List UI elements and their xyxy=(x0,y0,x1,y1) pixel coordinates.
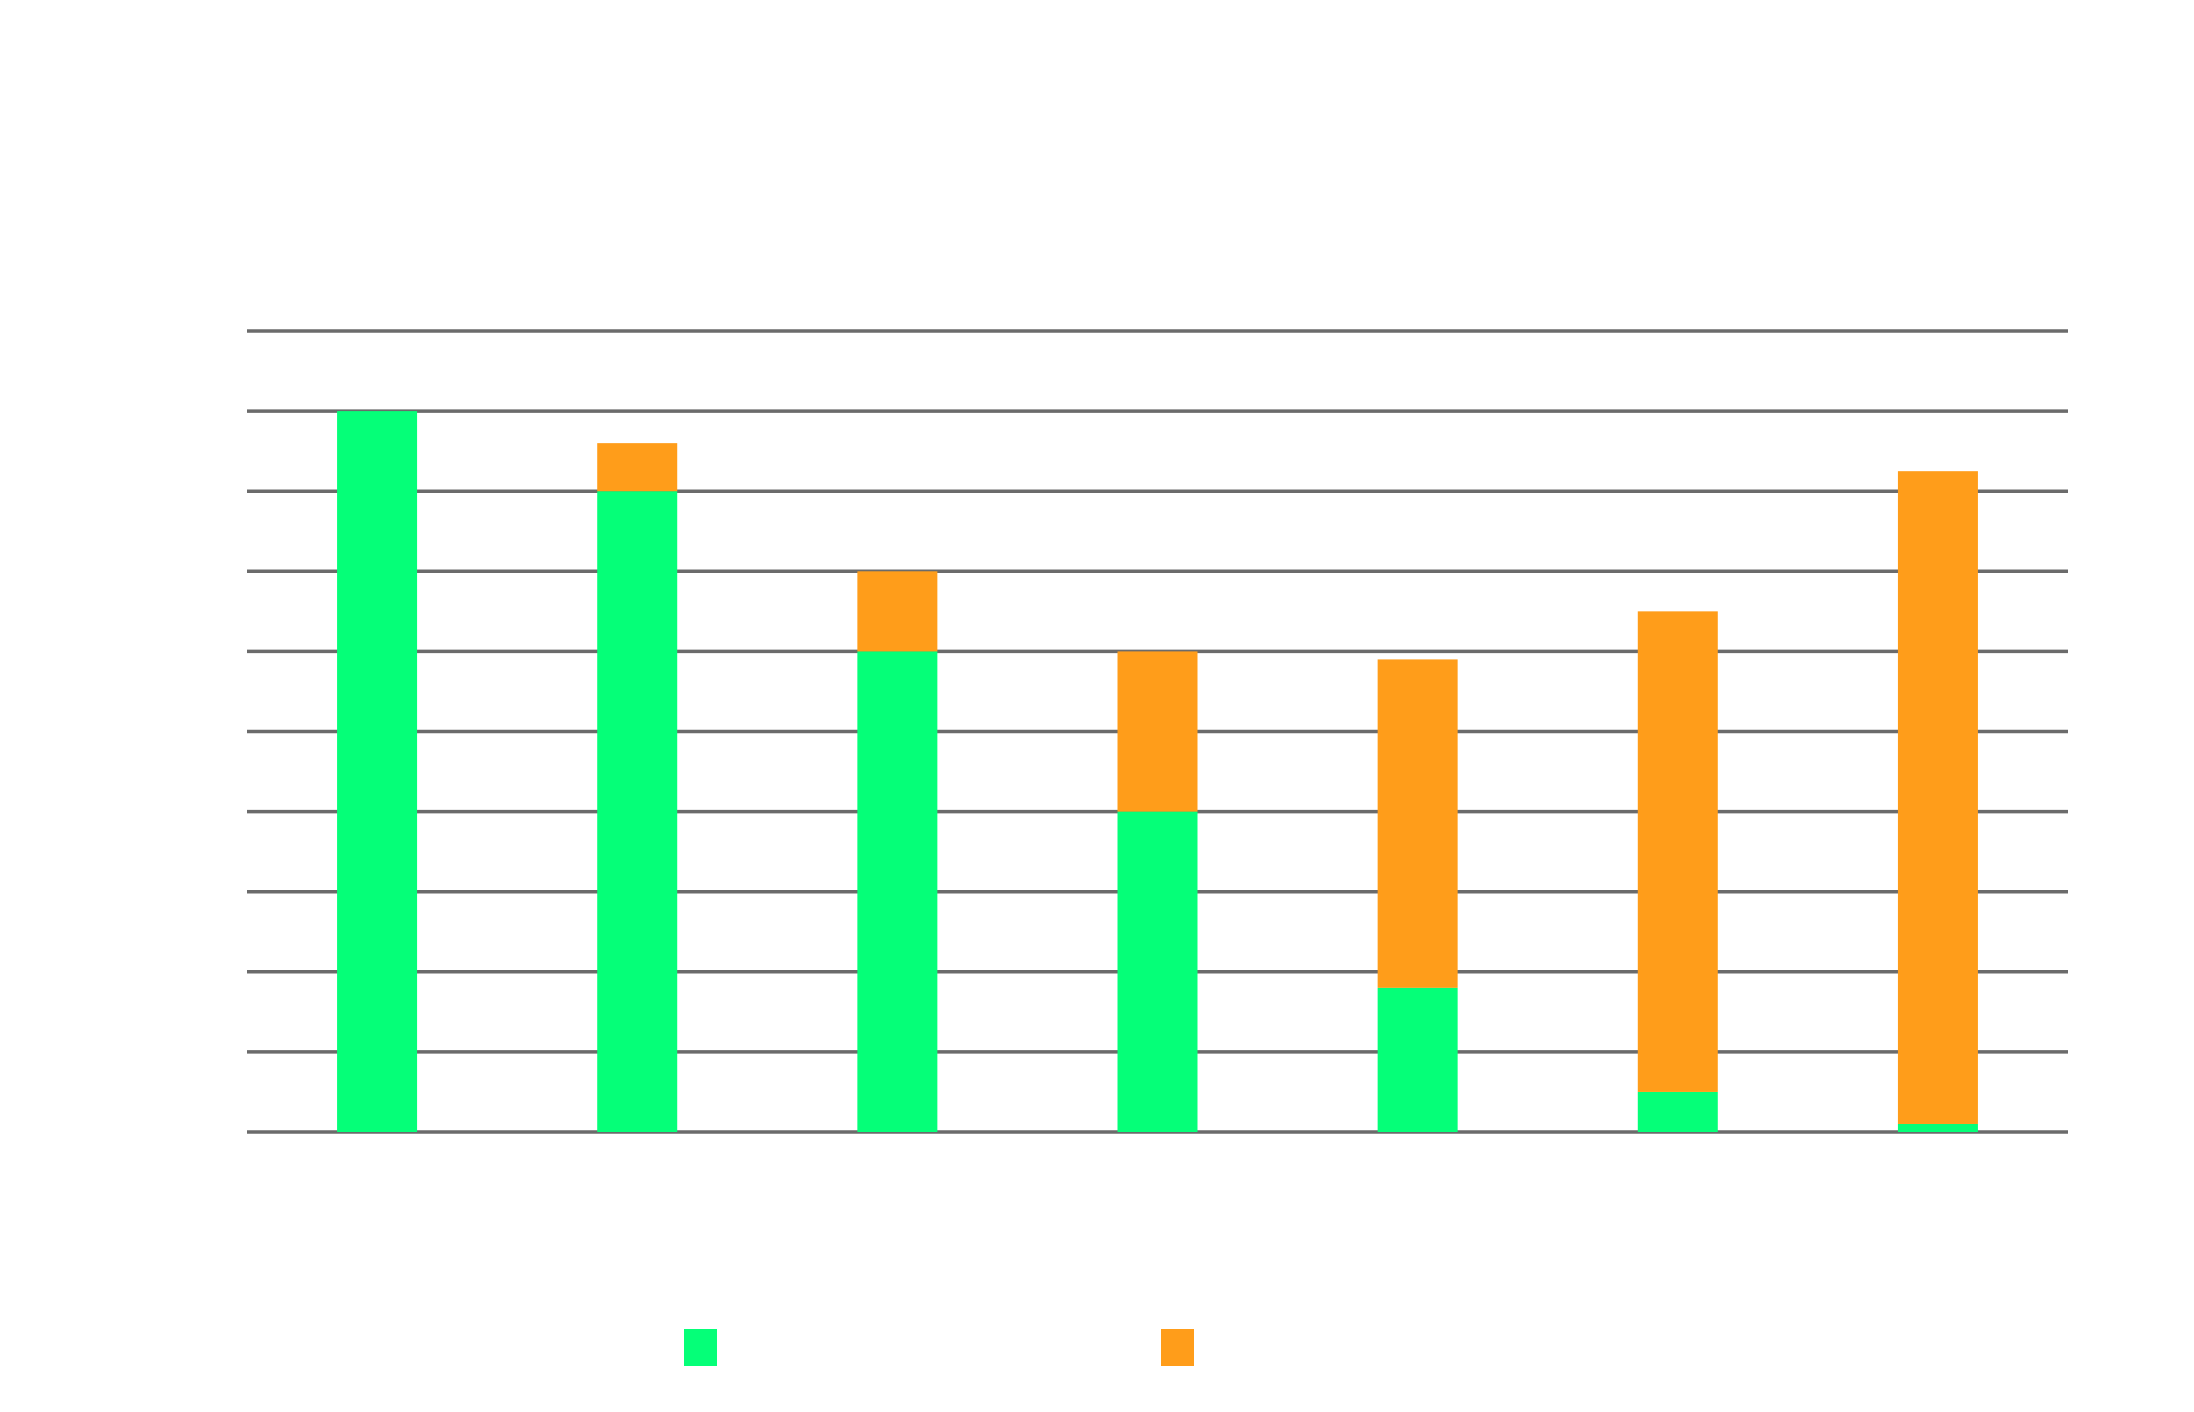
bars xyxy=(337,411,1978,1133)
bar-series1-cat7 xyxy=(1897,1123,1978,1132)
bar-series1-cat3 xyxy=(857,651,938,1132)
bar-series2-cat2 xyxy=(597,443,678,492)
bar-series1-cat1 xyxy=(337,411,418,1133)
bar-series2-cat6 xyxy=(1637,611,1718,1092)
bar-series1-cat5 xyxy=(1377,987,1458,1132)
bar-series2-cat3 xyxy=(857,571,938,652)
bar-series2-cat5 xyxy=(1377,659,1458,988)
legend-swatch-series1 xyxy=(684,1329,717,1366)
bar-series1-cat6 xyxy=(1637,1091,1718,1132)
legend-swatch-series2 xyxy=(1161,1329,1194,1366)
bar-series2-cat7 xyxy=(1897,471,1978,1124)
legend xyxy=(684,1329,1194,1366)
bar-series2-cat4 xyxy=(1117,651,1198,812)
bar-series1-cat2 xyxy=(597,491,678,1132)
bar-series1-cat4 xyxy=(1117,811,1198,1132)
